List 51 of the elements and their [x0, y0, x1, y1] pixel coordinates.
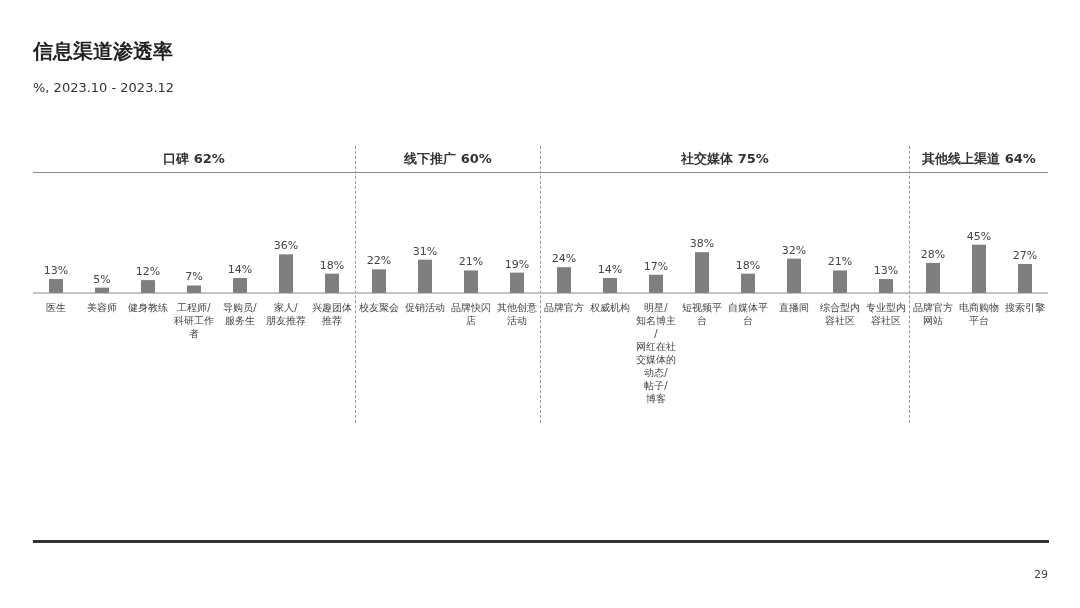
data-label: 19% [504, 257, 530, 271]
x-tick-label: 短视频平台 [682, 302, 722, 326]
x-tick-label: 兴趣团体推荐 [312, 302, 352, 326]
data-label: 18% [319, 258, 345, 272]
x-tick-label: 品牌快闪店 [451, 302, 491, 326]
data-label: 17% [643, 259, 669, 273]
x-tick-label: 搜索引擎 [1005, 302, 1045, 313]
text: %, 2023.10 - 2023.12 [33, 80, 175, 95]
x-tick-label: 导购员/服务生 [223, 302, 258, 326]
data-label: 21% [458, 255, 484, 269]
data-label: 13% [43, 264, 69, 278]
data-label: 21% [827, 255, 853, 269]
x-tick-label: 其他创意活动 [497, 302, 537, 326]
x-tick-label: 工程师/科研工作者 [174, 302, 214, 339]
data-label: 14% [227, 262, 253, 276]
x-tick-label: 品牌官方网站 [913, 302, 953, 326]
data-label: 12% [135, 265, 161, 279]
chart-title: 口碑 62% [33, 146, 355, 173]
x-tick-label: 健身教练 [128, 302, 168, 313]
x-tick-label: 权威机构 [589, 302, 630, 313]
x-tick-label: 家人/朋友推荐 [266, 302, 306, 326]
data-label: 24% [551, 252, 577, 266]
text: 信息渠道渗透率 [33, 38, 173, 65]
data-label: 32% [781, 243, 807, 257]
x-tick-label: 校友聚会 [358, 302, 399, 313]
text: 29 [1034, 568, 1048, 581]
x-tick-label: 自媒体平台 [728, 302, 768, 326]
x-tick-label: 促销活动 [405, 302, 445, 313]
x-tick-label: 直播间 [779, 302, 809, 313]
data-label: 38% [689, 237, 715, 251]
data-label: 7% [185, 270, 203, 284]
data-label: 27% [1012, 249, 1038, 262]
data-label: 5% [93, 272, 111, 286]
data-label: 28% [920, 247, 946, 261]
x-tick-label: 品牌官方 [544, 302, 584, 313]
data-label: 31% [412, 244, 438, 258]
chart-title: 社交媒体 75% [541, 146, 909, 173]
data-label: 45% [966, 229, 992, 243]
data-label: 18% [735, 258, 761, 272]
x-tick-label: 专业型内容社区 [866, 302, 906, 326]
data-label: 14% [597, 262, 623, 276]
chart-title: 其他线上渠道 64% [910, 146, 1048, 173]
data-label: 36% [273, 239, 299, 253]
x-tick-label: 医生 [46, 302, 66, 313]
data-label: 13% [873, 264, 899, 278]
x-tick-label: 明星/知名博主/网红在社交媒体的动态/帖子/博客 [636, 302, 676, 404]
x-tick-label: 综合型内容社区 [820, 302, 860, 326]
data-label: 22% [366, 254, 392, 268]
chart-title: 线下推广 60% [356, 146, 540, 173]
x-tick-label: 电商购物平台 [959, 302, 999, 326]
x-tick-label: 美容师 [87, 302, 117, 313]
